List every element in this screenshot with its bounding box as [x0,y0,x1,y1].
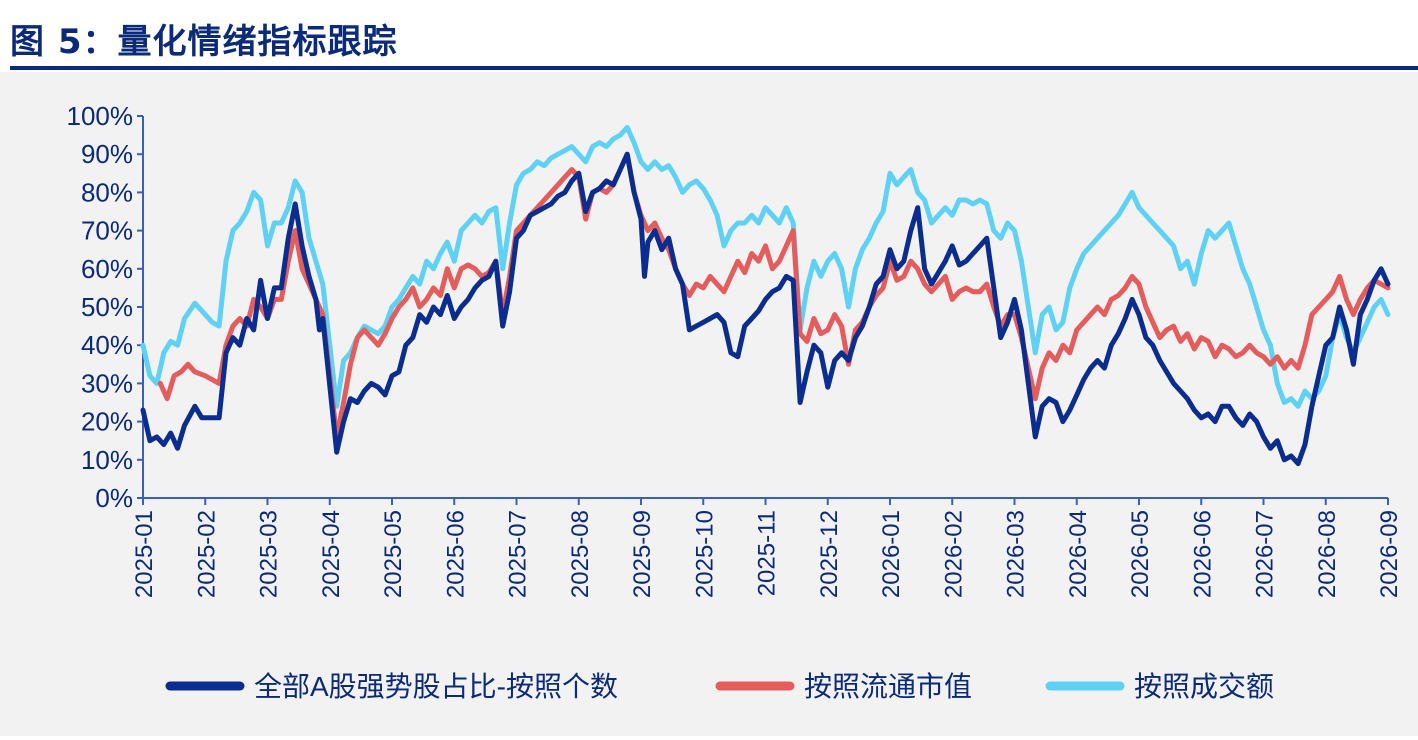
report-header: 图 5：量化情绪指标跟踪 [0,0,1418,72]
x-tick-label: 2025-08 [567,510,594,598]
x-tick-label: 2025-07 [505,510,532,598]
y-tick-label: 10% [81,445,133,475]
x-tick-label: 2026-09 [1376,510,1403,598]
x-tick-label: 2026-07 [1252,510,1279,598]
x-tick-label: 2025-05 [380,510,407,598]
x-tick-label: 2025-06 [442,510,469,598]
legend-label-3: 按照成交额 [1134,671,1274,702]
figure-title: 图 5：量化情绪指标跟踪 [10,22,398,62]
x-tick-label: 2026-04 [1065,510,1092,598]
series-line-2 [157,151,1391,440]
y-tick-label: 0% [95,483,133,513]
x-tick-label: 2026-08 [1314,510,1341,598]
x-tick-label: 2025-01 [131,510,158,598]
y-tick-label: 80% [81,177,133,207]
title-divider [10,66,1418,70]
y-tick-label: 60% [81,254,133,284]
chart-panel: 0% 10% 20% 30% 40% 50% 60% 70% 80% 90% 100% 2025-01… [0,72,1418,736]
x-tick-label: 2025-09 [629,510,656,598]
legend-label-1: 全部A股强势股占比-按照个数 [254,671,618,702]
line-chart: 0% 10% 20% 30% 40% 50% 60% 70% 80% 90% 100% 2025-01… [67,101,1404,702]
legend-label-2: 按照流通市值 [804,671,972,702]
x-tick-label: 2026-03 [1003,510,1030,598]
y-tick-label: 40% [81,330,133,360]
chart-legend: 全部A股强势股占比-按照个数 按照流通市值 按照成交额 [165,671,1274,702]
x-tick-label: 2026-01 [878,510,905,598]
x-tick-label: 2025-12 [816,510,843,598]
x-tick-label: 2025-03 [256,510,283,598]
y-tick-label: 50% [81,292,133,322]
series-line-1 [140,151,1391,467]
x-tick-label: 2025-10 [691,510,718,598]
x-tick-label: 2026-06 [1189,510,1216,598]
x-tick-label: 2025-02 [193,510,220,598]
x-tick-label: 2026-02 [940,510,967,598]
chart-axes: 0% 10% 20% 30% 40% 50% 60% 70% 80% 90% 100% 2025-01… [67,101,1404,598]
y-tick-label: 100% [67,101,134,131]
x-tick-label: 2025-11 [754,510,781,596]
y-tick-label: 20% [81,407,133,437]
chart-series-lines [140,125,1391,467]
y-tick-label: 70% [81,216,133,246]
x-tick-label: 2025-04 [318,510,345,598]
y-tick-label: 30% [81,368,133,398]
y-tick-label: 90% [81,139,133,169]
x-tick-label: 2026-05 [1127,510,1154,598]
